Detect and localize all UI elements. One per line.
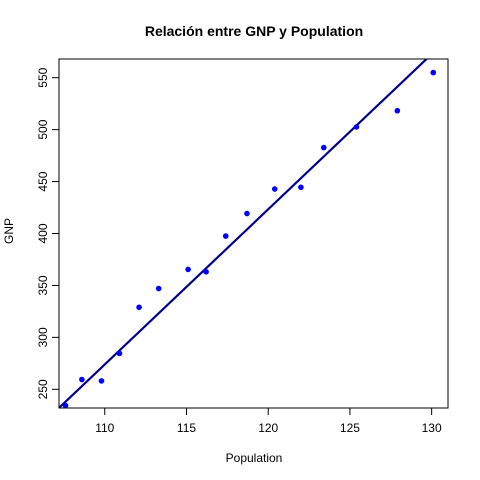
data-point [430,70,436,76]
data-point [244,211,250,217]
data-point [203,269,209,275]
y-tick-label: 350 [36,275,50,295]
y-tick-label: 400 [36,223,50,243]
data-point [272,186,278,192]
x-tick-label: 115 [177,421,196,435]
chart-title: Relación entre GNP y Population [145,23,363,39]
x-axis: 110 115 120 125 130 [95,408,442,435]
data-point [117,351,123,357]
y-tick-label: 300 [36,327,50,347]
data-point [395,108,401,114]
y-tick-label: 450 [36,171,50,191]
data-point [136,304,142,310]
y-tick-label: 500 [36,119,50,139]
data-point [185,267,191,273]
y-axis: 250 300 350 400 450 500 550 [36,67,59,399]
x-tick-label: 130 [422,421,442,435]
y-tick-label: 550 [36,67,50,87]
y-axis-title: GNP [2,218,16,244]
data-point [99,378,105,384]
plot-border [59,59,448,408]
y-tick-label: 250 [36,379,50,399]
data-point [298,184,304,190]
data-point [354,124,360,130]
x-axis-title: Population [226,451,283,465]
x-tick-label: 120 [258,421,278,435]
plot-area [59,39,448,409]
data-point [156,286,162,292]
data-point [79,377,85,383]
x-tick-label: 125 [340,421,360,435]
x-tick-label: 110 [95,421,114,435]
data-point [321,145,327,151]
data-point [223,233,229,239]
